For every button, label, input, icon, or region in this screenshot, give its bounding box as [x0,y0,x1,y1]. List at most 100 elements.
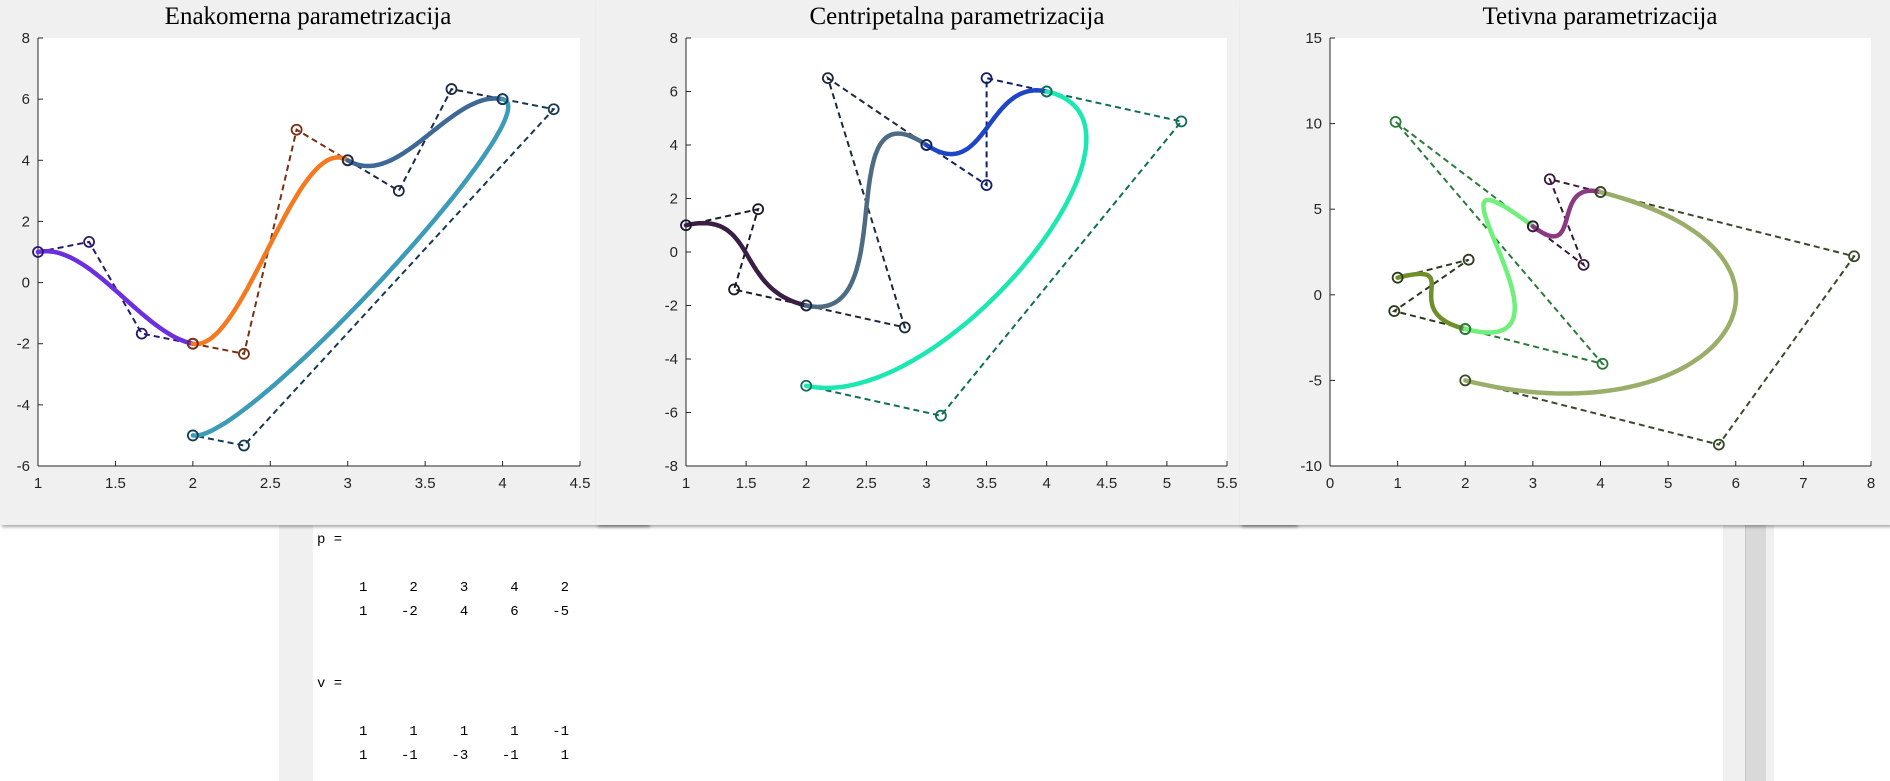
figure-svg: Enakomerna parametrizacija 1 1.5 2 2.5 3 3.5 4 4… [17,3,591,492]
x-tick-label: 5 [1664,475,1672,492]
control-point [821,72,834,85]
console-line: v = [317,676,343,692]
bezier-curve [924,88,1049,157]
control-point [980,179,993,192]
x-tick-label: 2.5 [260,475,281,492]
x-tick-label: 6 [1732,475,1740,492]
y-tick-label: 10 [1305,116,1322,133]
bezier-curve [1463,189,1739,396]
control-point [290,123,303,136]
figure-window-centripetalna[interactable]: Centripetalna parametrizacija 1 1.5 2 2.5 3 3.… [596,0,1296,525]
y-tick-label: 2 [670,191,678,208]
control-point [392,184,405,197]
bezier-curve [345,96,505,169]
x-tick-label: 4 [1042,475,1050,492]
control-point [1391,271,1404,284]
figure-window-tetivna[interactable]: Tetivna parametrizacija 0 1 2 3 4 5 6 7 8 -10 -5 0 5 1… [1240,0,1890,525]
command-window-scrollbar[interactable] [1745,512,1766,781]
x-tick-label: 1.5 [736,475,757,492]
console-line: p = [317,532,343,548]
control-point [341,154,354,167]
control-point [1848,250,1860,263]
control-point [920,139,933,151]
x-tick-label: 2 [189,475,197,492]
control-point [934,409,947,422]
x-tick-label: 3.5 [976,475,997,492]
control-point [1459,323,1472,335]
control-polygon [1394,121,1606,366]
control-point [238,439,250,452]
x-tick-label: 3 [1529,475,1537,492]
control-point [135,327,148,340]
control-point [1462,253,1475,266]
plot-area [38,38,580,466]
x-tick-label: 4.5 [1096,475,1117,492]
bezier-curve [1463,197,1536,335]
x-tick-label: 7 [1799,475,1807,492]
y-tick-label: -2 [17,336,30,353]
y-tick-label: 4 [22,152,30,169]
control-polygon [192,128,349,355]
figure-svg: Centripetalna parametrizacija 1 1.5 2 2.5 3 3.… [665,3,1238,492]
y-tick-label: 8 [22,30,30,47]
y-tick-label: -10 [1300,458,1322,475]
bezier-curve [803,131,929,310]
y-tick-label: 15 [1305,30,1322,47]
control-point [496,93,509,106]
y-tick-label: 6 [670,84,678,101]
control-point [1596,357,1609,370]
x-tick-label: 3 [344,475,352,492]
control-point [1389,115,1402,128]
y-tick-label: -8 [665,458,678,475]
control-point [1459,374,1472,387]
control-point [547,103,560,116]
control-point [186,429,199,442]
figure-svg: Tetivna parametrizacija 0 1 2 3 4 5 6 7 8 -10 -5 0 5 1… [1300,3,1875,492]
bezier-curve [1395,271,1468,332]
control-point [752,203,765,216]
y-tick-label: -5 [1309,372,1322,389]
command-window: p = 1 2 3 4 2 1 -2 4 6 -5 v = 1 1 1 1 -1… [279,512,1774,781]
control-polygon [1465,191,1856,446]
y-tick-label: -2 [665,298,678,315]
x-tick-label: 4 [498,475,506,492]
control-point [1175,115,1188,128]
x-tick-label: 2 [802,475,810,492]
x-tick-label: 0 [1326,475,1334,492]
x-tick-label: 3.5 [415,475,436,492]
control-point [680,219,692,232]
control-point [1594,186,1607,198]
control-point [800,379,813,392]
x-tick-label: 1.5 [105,475,126,492]
bezier-curve [190,96,511,438]
y-tick-label: 6 [22,91,30,108]
control-point [1577,258,1590,271]
bezier-curve [683,220,809,308]
y-tick-label: 0 [1314,287,1322,304]
bezier-curve [803,89,1089,391]
y-tick-label: 8 [670,30,678,47]
plot-area [1330,38,1871,466]
bezier-curve [1530,188,1603,239]
bezier-curve [190,155,350,347]
control-point [1040,85,1053,98]
y-tick-label: 5 [1314,201,1322,218]
y-tick-label: 2 [22,213,30,230]
control-point [1526,220,1539,233]
control-point [1712,438,1725,451]
chart-title: Enakomerna parametrizacija [165,3,452,30]
y-tick-label: 0 [22,275,30,292]
y-tick-label: -6 [17,458,30,475]
control-point [728,283,740,296]
command-window-content[interactable]: p = 1 2 3 4 2 1 -2 4 6 -5 v = 1 1 1 1 -1… [313,512,1723,781]
figure-window-enakomerna[interactable]: Enakomerna parametrizacija 1 1.5 2 2.5 3 3.5 4 4… [0,0,648,525]
plot-area [686,38,1227,466]
x-tick-label: 4.5 [570,475,591,492]
x-tick-label: 5.5 [1217,475,1238,492]
y-tick-label: -4 [665,351,678,368]
control-point [800,299,813,312]
control-polygon [1391,258,1470,330]
x-tick-label: 5 [1163,475,1171,492]
control-point [238,347,250,360]
x-tick-label: 3 [922,475,930,492]
